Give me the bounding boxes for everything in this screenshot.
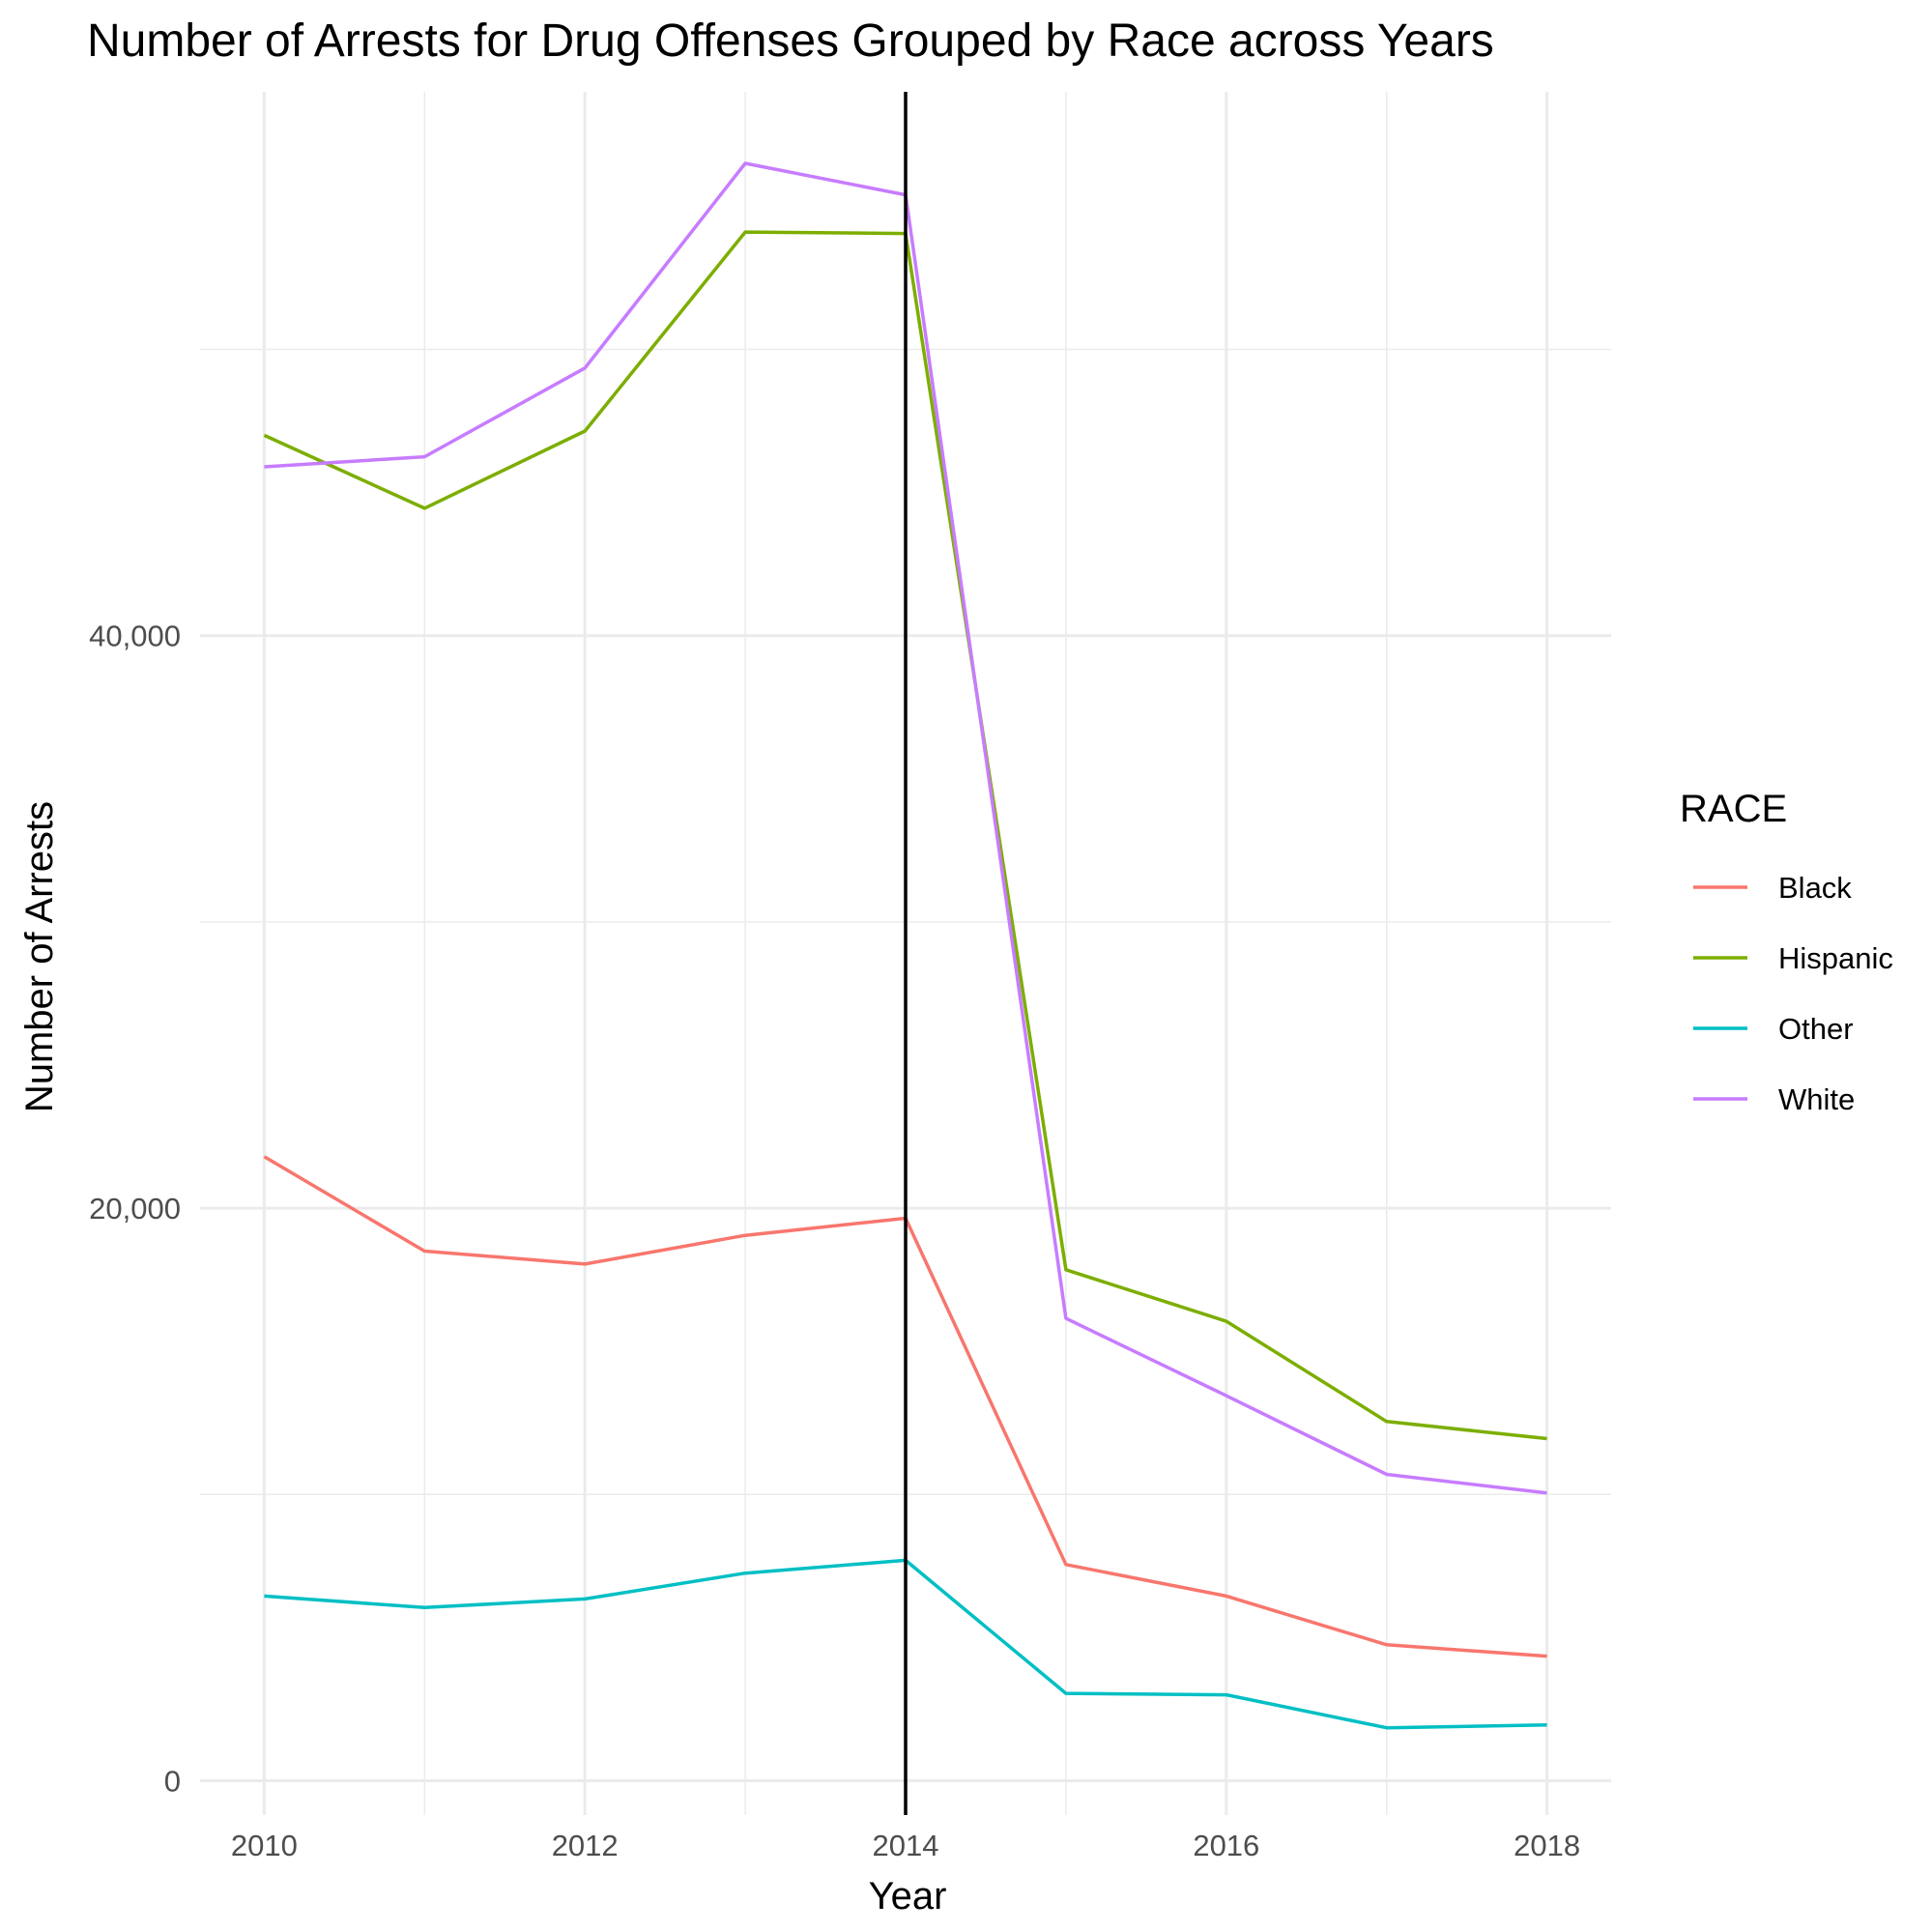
y-axis-tick-labels: 0 20,000 40,000 — [89, 620, 181, 1799]
x-tick-label: 2014 — [873, 1829, 939, 1862]
legend: RACE Black Hispanic Other White — [1680, 788, 1893, 1116]
x-tick-label: 2010 — [231, 1829, 298, 1862]
x-axis-tick-labels: 2010 2012 2014 2016 2018 — [231, 1829, 1580, 1862]
legend-label: Black — [1778, 871, 1852, 905]
y-tick-label: 0 — [164, 1764, 181, 1798]
legend-title: RACE — [1680, 788, 1787, 830]
legend-item-hispanic: Hispanic — [1693, 941, 1893, 975]
x-tick-label: 2016 — [1193, 1829, 1259, 1862]
legend-items: Black Hispanic Other White — [1693, 871, 1893, 1116]
legend-label: White — [1778, 1082, 1855, 1116]
legend-item-white: White — [1693, 1082, 1855, 1116]
y-tick-label: 40,000 — [89, 620, 181, 653]
x-tick-label: 2018 — [1514, 1829, 1580, 1862]
legend-item-other: Other — [1693, 1012, 1854, 1046]
legend-label: Hispanic — [1778, 941, 1893, 975]
y-axis-title: Number of Arrests — [18, 801, 61, 1112]
x-axis-title: Year — [869, 1875, 947, 1918]
legend-label: Other — [1778, 1012, 1854, 1046]
chart-title: Number of Arrests for Drug Offenses Grou… — [87, 15, 1494, 67]
legend-item-black: Black — [1693, 871, 1852, 905]
x-tick-label: 2012 — [552, 1829, 619, 1862]
y-tick-label: 20,000 — [89, 1192, 181, 1226]
